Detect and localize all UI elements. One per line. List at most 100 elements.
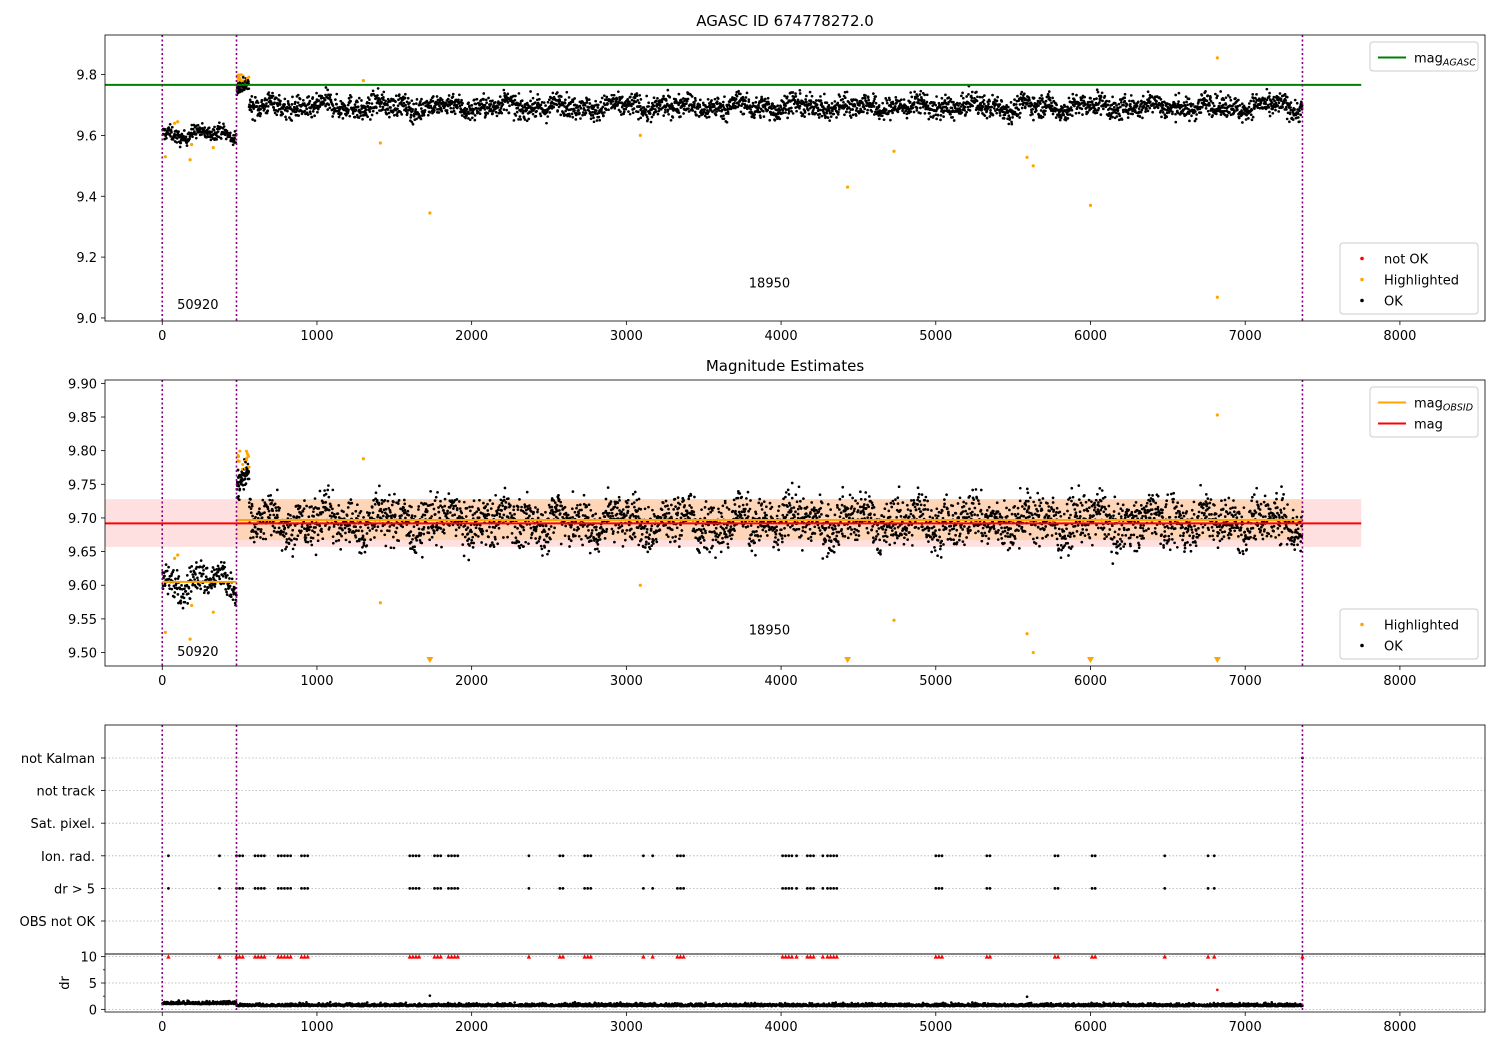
ok-point bbox=[515, 114, 518, 117]
ok-point bbox=[228, 577, 231, 580]
ok-point bbox=[559, 114, 562, 117]
ok-point bbox=[645, 95, 648, 98]
ok-point bbox=[431, 536, 434, 539]
ok-point bbox=[909, 91, 912, 94]
ok-point bbox=[505, 506, 508, 509]
ok-point bbox=[218, 575, 221, 578]
ok-point bbox=[384, 545, 387, 548]
ok-point bbox=[435, 544, 438, 547]
ok-point bbox=[232, 143, 235, 146]
ok-point bbox=[1051, 97, 1054, 100]
ok-point bbox=[479, 112, 482, 115]
ok-point bbox=[278, 507, 281, 510]
ok-point bbox=[179, 602, 182, 605]
ok-point bbox=[752, 102, 755, 105]
ok-point bbox=[1075, 112, 1078, 115]
ok-point bbox=[270, 534, 273, 537]
ok-point bbox=[356, 503, 359, 506]
ok-point bbox=[1071, 93, 1074, 96]
ok-point bbox=[1147, 110, 1150, 113]
ok-point bbox=[412, 103, 415, 106]
ok-point bbox=[1026, 102, 1029, 105]
ok-point bbox=[276, 489, 279, 492]
ok-point bbox=[386, 104, 389, 107]
ok-point bbox=[971, 105, 974, 108]
ok-point bbox=[397, 539, 400, 542]
ok-point bbox=[835, 116, 838, 119]
ok-point bbox=[836, 102, 839, 105]
ok-point bbox=[388, 494, 391, 497]
ok-point bbox=[579, 117, 582, 120]
ok-point bbox=[1183, 101, 1186, 104]
ok-point bbox=[556, 109, 559, 112]
ok-point bbox=[714, 98, 717, 101]
ok-point bbox=[248, 478, 251, 481]
ok-point bbox=[253, 541, 256, 544]
ok-point bbox=[1271, 112, 1274, 115]
ok-point bbox=[400, 113, 403, 116]
ok-point bbox=[992, 114, 995, 117]
ok-point bbox=[335, 540, 338, 543]
ok-point bbox=[1293, 109, 1296, 112]
ok-point bbox=[197, 124, 200, 127]
ok-point bbox=[452, 95, 455, 98]
x-tick-label: 1000 bbox=[300, 329, 333, 344]
ok-point bbox=[350, 502, 353, 505]
ok-point bbox=[371, 114, 374, 117]
x-tick-label: 8000 bbox=[1383, 329, 1416, 344]
ok-point bbox=[220, 137, 223, 140]
ok-point bbox=[666, 103, 669, 106]
ok-point bbox=[404, 517, 407, 520]
ok-point bbox=[1229, 99, 1232, 102]
ok-point bbox=[1239, 104, 1242, 107]
ok-point bbox=[1068, 97, 1071, 100]
ok-point bbox=[1289, 113, 1292, 116]
ok-point bbox=[772, 111, 775, 114]
ok-point bbox=[237, 495, 240, 498]
ok-point bbox=[286, 110, 289, 113]
ok-point bbox=[996, 96, 999, 99]
ok-point bbox=[961, 92, 964, 95]
ok-point bbox=[326, 108, 329, 111]
ok-point bbox=[307, 515, 310, 518]
ok-point bbox=[506, 92, 509, 95]
ok-point bbox=[330, 505, 333, 508]
ok-point bbox=[1162, 111, 1165, 114]
ok-point bbox=[392, 501, 395, 504]
ok-point bbox=[359, 114, 362, 117]
ok-point bbox=[475, 103, 478, 106]
ok-point bbox=[303, 110, 306, 113]
ok-point bbox=[1294, 99, 1297, 102]
ok-point bbox=[1207, 110, 1210, 113]
ok-point bbox=[349, 498, 352, 501]
ok-point bbox=[195, 137, 198, 140]
ok-point bbox=[638, 94, 641, 97]
ok-point bbox=[229, 134, 232, 137]
ok-point bbox=[407, 510, 410, 513]
ok-point bbox=[351, 512, 354, 515]
ok-point bbox=[327, 496, 330, 499]
ok-point bbox=[741, 103, 744, 106]
ok-point bbox=[693, 102, 696, 105]
ok-point bbox=[1185, 101, 1188, 104]
ok-point bbox=[962, 97, 965, 100]
ok-point bbox=[1206, 99, 1209, 102]
ok-point bbox=[1032, 119, 1035, 122]
ok-point bbox=[325, 493, 328, 496]
ok-point bbox=[186, 602, 189, 605]
ok-point bbox=[391, 504, 394, 507]
ok-point bbox=[815, 112, 818, 115]
ok-point bbox=[767, 97, 770, 100]
ok-point bbox=[640, 98, 643, 101]
ok-point bbox=[832, 113, 835, 116]
ok-point bbox=[490, 507, 493, 510]
ok-point bbox=[532, 97, 535, 100]
ok-point bbox=[667, 113, 670, 116]
ok-point bbox=[949, 113, 952, 116]
ok-point bbox=[548, 98, 551, 101]
ok-point bbox=[440, 527, 443, 530]
ok-point bbox=[580, 107, 583, 110]
ok-point bbox=[262, 532, 265, 535]
ok-point bbox=[283, 535, 286, 538]
